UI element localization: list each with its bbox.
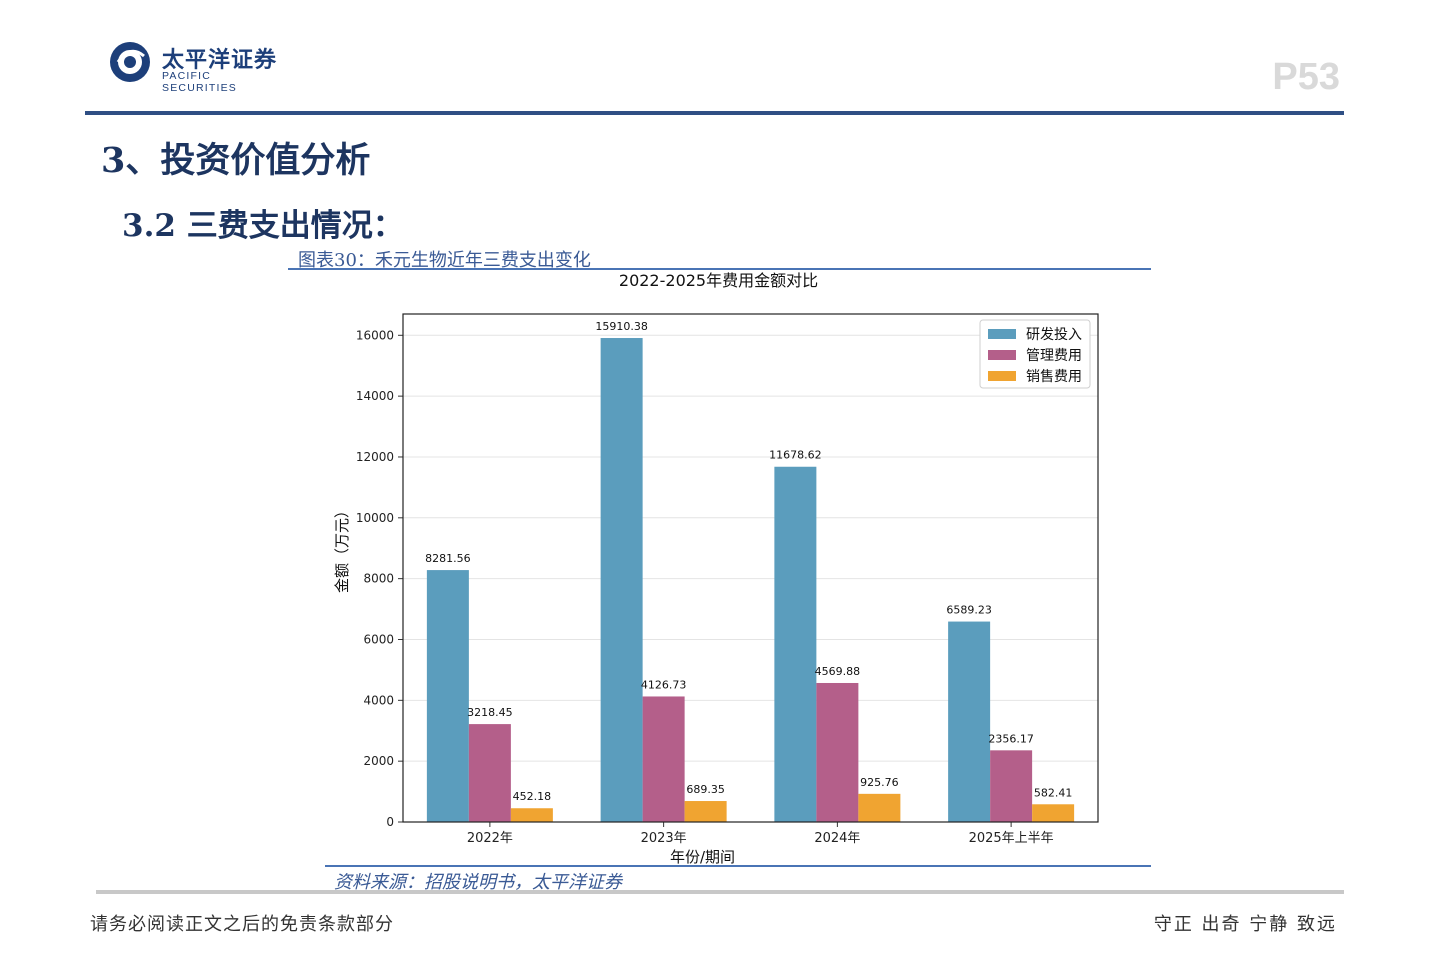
logo-english-name: PACIFIC SECURITIES xyxy=(162,70,238,94)
legend-label: 研发投入 xyxy=(1026,327,1082,343)
x-tick-label: 2025年上半年 xyxy=(969,831,1054,846)
company-logo: 太平洋证券 PACIFIC SECURITIES xyxy=(86,14,288,104)
bar-sales xyxy=(1032,804,1075,822)
y-tick-label: 6000 xyxy=(363,632,394,646)
plot-frame xyxy=(402,313,1099,823)
bar-admin xyxy=(816,682,859,822)
logo-chinese-name: 太平洋证券 xyxy=(162,48,278,73)
y-tick-label: 4000 xyxy=(363,693,394,707)
page-number: P53 xyxy=(1272,56,1340,98)
bar-sales xyxy=(858,793,901,822)
bar-value-label: 452.18 xyxy=(513,790,552,803)
bar-admin xyxy=(468,724,511,822)
y-tick-label: 8000 xyxy=(363,572,394,586)
section-heading: 3、投资价值分析 xyxy=(101,140,371,181)
bar-sales xyxy=(684,801,727,822)
y-tick-label: 2000 xyxy=(363,754,394,768)
bar-value-label: 3218.45 xyxy=(467,706,513,719)
logo-emblem-icon xyxy=(86,20,150,99)
footer-divider xyxy=(96,890,1344,894)
legend-label: 管理费用 xyxy=(1026,348,1082,364)
figure-source: 资料来源：招股说明书，太平洋证券 xyxy=(334,872,622,893)
y-tick-label: 14000 xyxy=(356,389,394,403)
y-tick-label: 16000 xyxy=(356,328,394,342)
bar-value-label: 11678.62 xyxy=(769,449,822,462)
legend-label: 销售费用 xyxy=(1026,369,1082,385)
footer-motto: 守正 出奇 宁静 致远 xyxy=(1153,914,1337,935)
footer-disclaimer: 请务必阅读正文之后的免责条款部分 xyxy=(90,914,394,935)
bar-rd xyxy=(426,570,469,822)
bar-sales xyxy=(510,808,553,822)
bar-value-label: 15910.38 xyxy=(595,320,648,333)
bar-value-label: 689.35 xyxy=(686,783,725,796)
chart-title: 2022-2025年费用金额对比 xyxy=(619,271,818,290)
y-tick-label: 0 xyxy=(386,815,394,829)
y-tick-label: 12000 xyxy=(356,450,394,464)
y-tick-label: 10000 xyxy=(356,511,394,525)
x-axis-label: 年份/期间 xyxy=(670,848,735,866)
bar-rd xyxy=(600,338,643,822)
bar-admin xyxy=(642,696,685,822)
legend-swatch xyxy=(988,371,1016,381)
expense-bar-chart: 2022-2025年费用金额对比 0 2000 4000 6000 8000 10000 12… xyxy=(333,271,1099,866)
figure-caption-divider xyxy=(288,268,1151,270)
bar-value-label: 6589.23 xyxy=(946,604,992,617)
source-divider xyxy=(325,865,1151,867)
x-tick-label: 2022年 xyxy=(467,831,513,846)
header-divider xyxy=(85,111,1344,115)
bar-rd xyxy=(948,621,991,822)
legend-swatch xyxy=(988,350,1016,360)
bar-admin xyxy=(990,750,1033,822)
bar-value-label: 925.76 xyxy=(860,776,899,789)
bar-value-label: 4126.73 xyxy=(641,678,687,691)
legend-swatch xyxy=(988,329,1016,339)
bar-rd xyxy=(774,466,817,822)
figure-caption: 图表30：禾元生物近年三费支出变化 xyxy=(298,250,591,271)
bar-value-label: 4569.88 xyxy=(815,665,861,678)
y-axis-label: 金额（万元） xyxy=(333,503,351,593)
bar-value-label: 582.41 xyxy=(1034,786,1073,799)
bar-value-label: 8281.56 xyxy=(425,552,471,565)
bar-value-label: 2356.17 xyxy=(988,732,1034,745)
section-subheading: 3.2 三费支出情况： xyxy=(122,208,404,244)
x-tick-label: 2024年 xyxy=(814,831,860,846)
x-tick-label: 2023年 xyxy=(641,831,687,846)
